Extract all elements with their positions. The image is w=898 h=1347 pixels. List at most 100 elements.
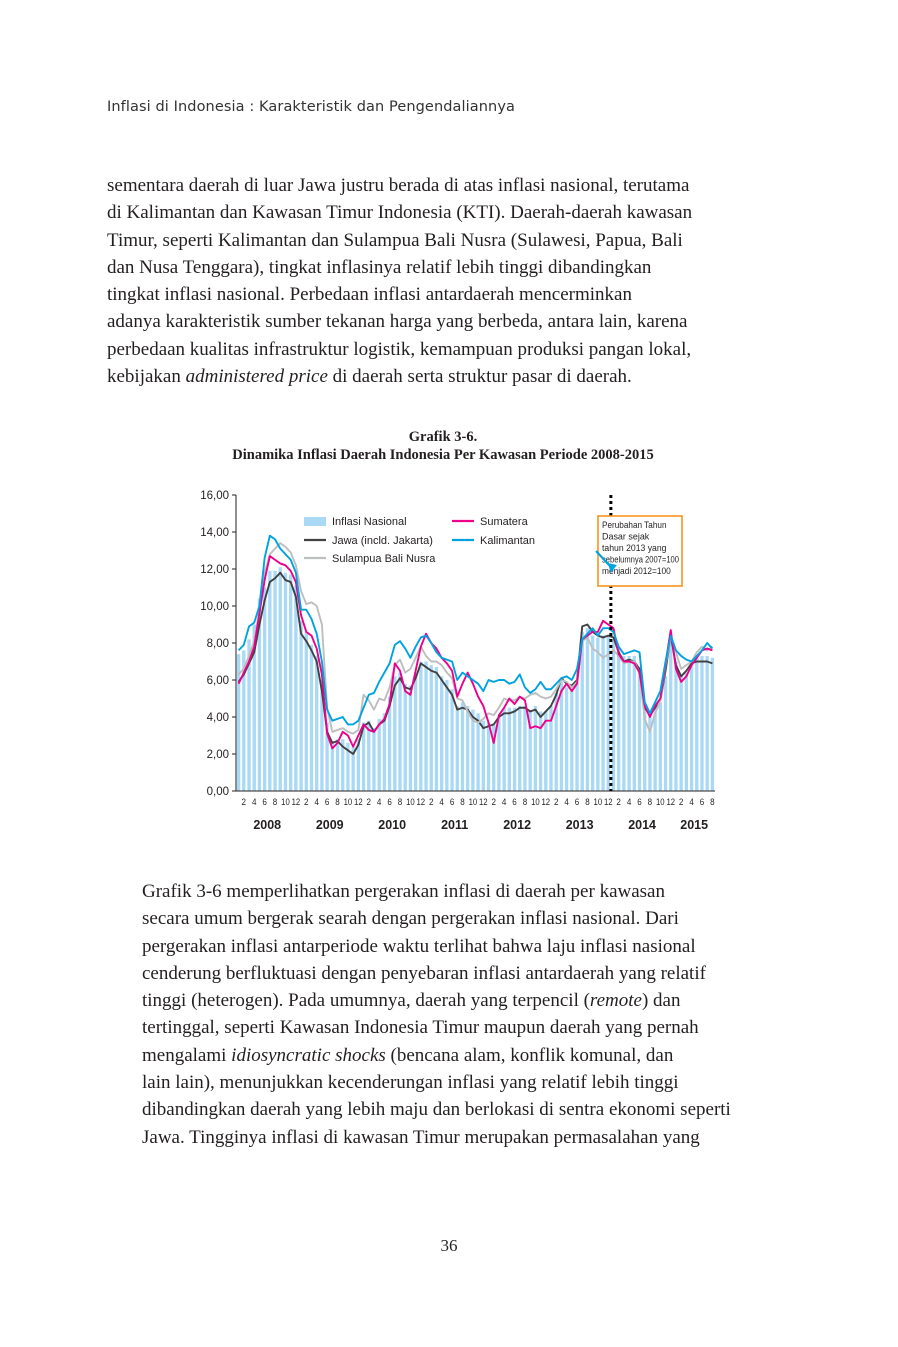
p1-line: sementara daerah di luar Jawa justru ber… [107, 175, 690, 196]
p2-line: mengalami idiosyncratic shocks (bencana … [107, 1042, 779, 1069]
x-tick-label: 4 [252, 797, 257, 807]
bar-inflasi-nasional [304, 631, 308, 791]
bar-inflasi-nasional [403, 683, 407, 791]
x-tick-label: 4 [502, 797, 507, 807]
x-tick-label: 2 [304, 797, 309, 807]
bar-inflasi-nasional [538, 711, 543, 791]
bar-inflasi-nasional [283, 572, 288, 791]
year-label: 2009 [316, 818, 344, 832]
bar-inflasi-nasional [341, 739, 345, 791]
bar-inflasi-nasional [492, 724, 496, 791]
bar-inflasi-nasional [570, 689, 574, 791]
bar-inflasi-nasional [382, 713, 387, 791]
x-tick-label: 8 [585, 797, 590, 807]
bar-inflasi-nasional [408, 685, 413, 791]
x-tick-label: 6 [512, 797, 517, 807]
x-tick-label: 2 [491, 797, 496, 807]
x-tick-label: 4 [439, 797, 444, 807]
bar-inflasi-nasional [486, 722, 491, 791]
bar-inflasi-nasional [466, 705, 470, 791]
bar-inflasi-nasional [528, 711, 532, 791]
legend-label: Sumatera [480, 516, 529, 528]
bar-inflasi-nasional [434, 667, 439, 791]
p1-italic-term: administered price [185, 366, 328, 388]
x-tick-label: 8 [648, 797, 653, 807]
x-tick-label: 4 [314, 797, 319, 807]
p2-text: (bencana alam, konflik komunal, dan [385, 1044, 674, 1066]
p2-italic-term: idiosyncratic shocks [231, 1044, 386, 1066]
bar-inflasi-nasional [643, 707, 647, 791]
p1-line: adanya karakteristik sumber tekanan harg… [107, 311, 688, 333]
annotation-text: tahun 2013 yang [602, 543, 667, 553]
x-tick-label: 8 [523, 797, 528, 807]
x-tick-label: 4 [689, 797, 694, 807]
paragraph-2: Grafik 3-6 memperlihatkan pergerakan inf… [107, 878, 779, 1151]
p1-line: dan Nusa Tenggara), tingkat inflasinya r… [107, 256, 652, 278]
bar-inflasi-nasional [575, 681, 579, 791]
bar-inflasi-nasional [590, 635, 595, 791]
bar-inflasi-nasional [585, 628, 590, 791]
bar-inflasi-nasional [669, 635, 673, 791]
bar-inflasi-nasional [294, 585, 298, 791]
x-tick-label: 8 [460, 797, 465, 807]
bar-inflasi-nasional [554, 692, 558, 791]
annotation-text: menjadi 2012=100 [602, 566, 671, 576]
year-label: 2011 [441, 818, 468, 832]
annotation-arrowhead [607, 563, 617, 573]
x-tick-label: 10 [594, 797, 603, 807]
year-label: 2015 [680, 818, 708, 832]
x-tick-label: 6 [387, 797, 392, 807]
bar-inflasi-nasional [705, 655, 709, 791]
bar-inflasi-nasional [684, 672, 689, 791]
y-tick-label: 8,00 [207, 638, 229, 650]
bar-inflasi-nasional [315, 655, 319, 791]
x-tick-label: 12 [417, 797, 426, 807]
x-tick-label: 6 [700, 797, 705, 807]
bar-inflasi-nasional [278, 567, 282, 791]
annotation-text: Dasar sejak [602, 532, 650, 542]
bar-inflasi-nasional [559, 681, 564, 791]
bar-inflasi-nasional [648, 717, 652, 791]
bar-inflasi-nasional [273, 570, 277, 791]
bar-inflasi-nasional [325, 722, 329, 791]
bar-inflasi-nasional [247, 639, 251, 791]
bar-inflasi-nasional [564, 687, 569, 791]
bar-inflasi-nasional [289, 574, 293, 791]
x-tick-label: 8 [398, 797, 403, 807]
p1-text: di daerah serta struktur pasar di daerah… [327, 366, 632, 388]
bar-inflasi-nasional [544, 711, 548, 791]
annotation-box [597, 515, 683, 587]
bar-inflasi-nasional [637, 667, 642, 791]
bar-inflasi-nasional [512, 707, 517, 791]
page-number: 36 [440, 1236, 458, 1255]
legend-label: Sulampua Bali Nusra [332, 553, 436, 565]
y-tick-label: 2,00 [207, 749, 229, 761]
p2-line: dibandingkan daerah yang lebih maju dan … [142, 1099, 731, 1121]
p2-text: ) dan [641, 990, 681, 1012]
x-tick-label: 10 [281, 797, 290, 807]
bar-inflasi-nasional [601, 635, 605, 791]
x-tick-label: 12 [479, 797, 488, 807]
p1-line: tingkat inflasi nasional. Perbedaan infl… [107, 284, 632, 306]
bar-inflasi-nasional [695, 657, 699, 791]
bar-inflasi-nasional [387, 696, 392, 791]
year-label: 2008 [253, 818, 281, 832]
bar-inflasi-nasional [481, 720, 485, 791]
bar-inflasi-nasional [361, 722, 366, 791]
inflation-chart: 0,00 2,00 4,00 6,00 8,00 10,00 12,00 14,00 16,00… [200, 490, 715, 832]
lines-group [237, 534, 714, 755]
bar-inflasi-nasional [518, 705, 522, 791]
x-tick-label: 8 [710, 797, 715, 807]
bar-inflasi-nasional [497, 717, 501, 791]
p2-line: pergerakan inflasi antarperiode waktu te… [142, 935, 696, 957]
p2-line: lain lain), menunjukkan kecenderungan in… [142, 1072, 679, 1094]
bar-inflasi-nasional [653, 707, 657, 791]
bar-inflasi-nasional [393, 676, 397, 791]
x-tick-label: 6 [575, 797, 580, 807]
bar-inflasi-nasional [372, 728, 376, 791]
bar-inflasi-nasional [455, 705, 459, 791]
bars-group [236, 567, 715, 791]
p1-line: Timur, seperti Kalimantan dan Sulampua B… [107, 229, 683, 251]
x-tick-label: 2 [554, 797, 559, 807]
bar-inflasi-nasional [257, 598, 262, 791]
